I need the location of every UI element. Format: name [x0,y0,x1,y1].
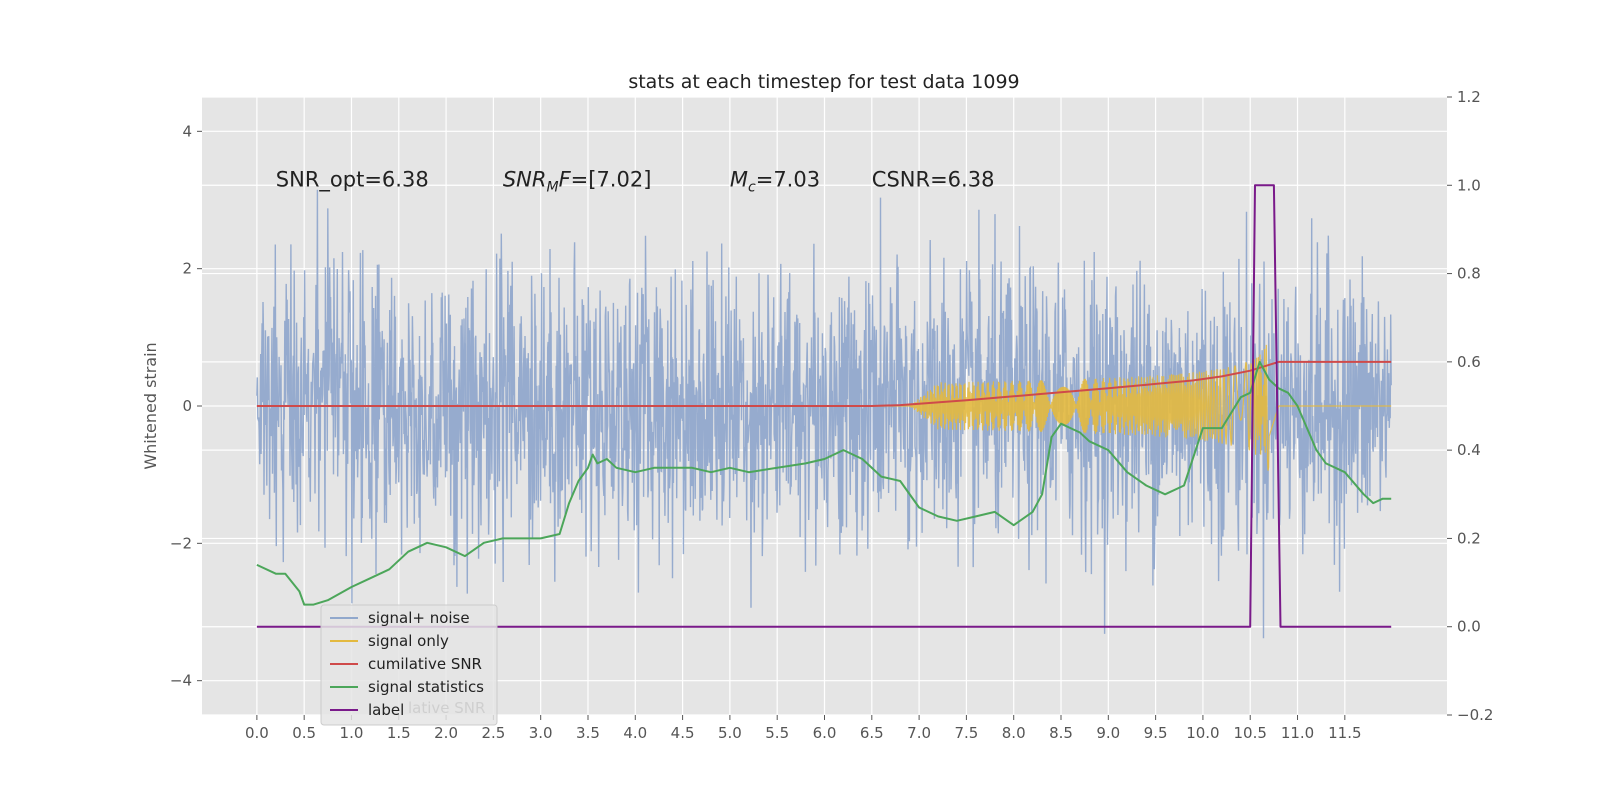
x-tick-label: 0.0 [245,724,269,742]
series-lines [256,184,1392,628]
y-tick-label: −2 [170,534,192,552]
y-axis-right: −0.2 0.0 0.2 0.4 0.6 0.8 1.0 1.2 [1447,88,1493,724]
signal-noise-line [256,189,1392,639]
x-tick-label: 11.0 [1281,724,1314,742]
legend-label: cumilative SNR [368,655,482,673]
y-tick-label: 0 [182,397,192,415]
y-axis-label: Whitened strain [141,342,160,469]
x-tick-label: 4.0 [623,724,647,742]
y2-tick-label: −0.2 [1457,706,1493,724]
x-tick-label: 5.0 [718,724,742,742]
x-tick-label: 3.0 [529,724,553,742]
x-tick-label: 9.0 [1096,724,1120,742]
legend-label: signal statistics [368,678,484,696]
y-tick-label: 4 [182,122,192,140]
x-tick-label: 11.5 [1328,724,1361,742]
y2-tick-label: 0.6 [1457,353,1481,371]
series-signal-statistics-line [256,360,1392,606]
annotation: SNR_opt=6.38 [276,167,429,192]
y-tick-label: 2 [182,260,192,278]
x-tick-label: 2.0 [434,724,458,742]
x-tick-label: 8.5 [1049,724,1073,742]
series-signal-noise [256,189,1392,639]
x-tick-label: 1.5 [387,724,411,742]
x-tick-label: 6.5 [860,724,884,742]
x-tick-label: 7.0 [907,724,931,742]
x-tick-label: 10.0 [1186,724,1219,742]
y2-tick-label: 0.2 [1457,529,1481,547]
x-tick-label: 4.5 [671,724,695,742]
annotations: SNR_opt=6.38 SNRMF=[7.02] Mc=7.03 CSNR=6.38 [276,167,995,195]
series-cumilative-snr-line [256,360,1392,407]
annotation: Mc=7.03 [730,167,820,195]
legend-label: label [368,701,404,719]
x-tick-label: 2.5 [481,724,505,742]
legend: signal+ noise signal only cumilative SNR si… [320,604,498,726]
legend-entries: signal+ noise signal only cumilative SNR si… [330,609,484,719]
legend-box [320,604,498,726]
annotation: SNRMF=[7.02] [503,167,652,195]
x-tick-label: 6.0 [813,724,837,742]
y2-tick-label: 0.4 [1457,441,1481,459]
x-axis: 0.0 0.5 1.0 1.5 2.0 2.5 3.0 3.5 4.0 4.5 5.0 5.5 6.0 6… [245,715,1362,742]
x-tick-label: 1.0 [340,724,364,742]
y2-tick-label: 1.0 [1457,176,1481,194]
y2-tick-label: 0.8 [1457,265,1481,283]
x-tick-label: 0.5 [292,724,316,742]
legend-label: signal+ noise [368,609,470,627]
x-tick-label: 10.5 [1234,724,1267,742]
y-axis-left: −4 −2 0 2 4 [170,122,202,690]
x-tick-label: 8.0 [1002,724,1026,742]
y2-tick-label: 0.0 [1457,618,1481,636]
y2-tick-label: 1.2 [1457,88,1481,106]
series-label-line [256,184,1392,628]
annotation: CSNR=6.38 [872,167,995,191]
x-tick-label: 5.5 [765,724,789,742]
x-tick-label: 3.5 [576,724,600,742]
legend-ghost-text: lative SNR [408,699,485,717]
x-tick-label: 9.5 [1144,724,1168,742]
x-tick-label: 7.5 [954,724,978,742]
y-tick-label: −4 [170,672,192,690]
legend-label: signal only [368,632,449,650]
chart-title: stats at each timestep for test data 109… [628,71,1019,93]
